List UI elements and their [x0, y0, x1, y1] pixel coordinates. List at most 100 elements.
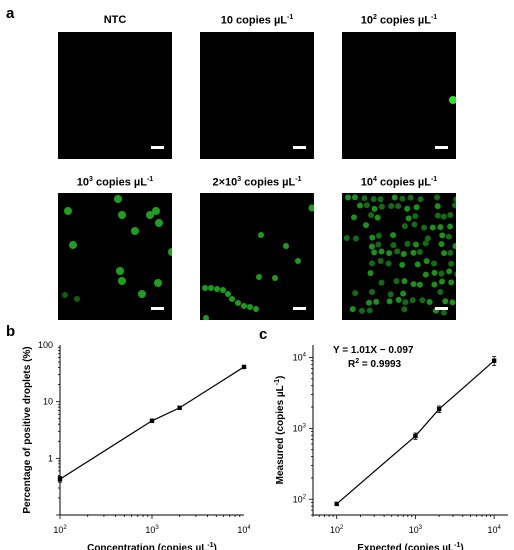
droplet: [423, 258, 430, 265]
data-point: [436, 406, 442, 412]
micrograph-title-text: 10 copies µL: [220, 14, 288, 27]
micrograph-title-sup: 4: [373, 176, 377, 183]
micrograph-title-text: NTC: [103, 14, 127, 26]
droplet-layer: [343, 194, 456, 316]
droplet-layer: [202, 204, 314, 320]
droplet: [220, 287, 226, 293]
droplet: [225, 291, 231, 297]
droplet: [241, 303, 247, 309]
droplet: [449, 96, 456, 104]
droplet: [422, 240, 429, 247]
scale-bar: [293, 146, 306, 149]
droplet: [431, 269, 438, 276]
micrograph-title-sup: -1: [146, 176, 154, 183]
droplet: [272, 275, 278, 281]
droplet: [412, 241, 419, 248]
y-tick-label: 103: [293, 423, 307, 433]
droplet: [448, 260, 455, 267]
droplet: [453, 196, 456, 203]
micrograph-2000: [200, 193, 314, 320]
micrograph-title-1000: 103 copies µL-1: [53, 176, 177, 189]
droplet: [449, 299, 456, 306]
micrograph-title-text: 2×10: [212, 176, 238, 189]
droplet: [375, 232, 382, 239]
micrograph-title-text: 10: [76, 176, 90, 189]
droplet: [422, 271, 429, 278]
x-tick-label: 103: [409, 525, 423, 535]
data-point: [413, 433, 418, 439]
droplet: [368, 243, 375, 250]
droplet: [378, 248, 385, 255]
micrograph-title-sup: -1: [287, 14, 294, 21]
y-tick-label: 1: [48, 453, 53, 463]
droplet: [399, 261, 406, 268]
droplet: [386, 298, 393, 305]
droplet: [377, 258, 384, 265]
data-point: [149, 418, 155, 423]
droplet: [62, 292, 68, 298]
droplet: [401, 223, 408, 230]
droplet-layer: [62, 195, 172, 302]
droplet: [345, 194, 351, 201]
droplet: [378, 203, 385, 210]
droplet: [256, 274, 262, 280]
droplet: [308, 204, 314, 212]
droplet: [402, 299, 409, 306]
droplet: [202, 285, 208, 291]
micrograph-title-text: 10: [360, 14, 374, 27]
droplet: [419, 297, 426, 304]
droplet: [390, 242, 397, 249]
droplet: [395, 203, 402, 210]
r-squared-label: R2 = 0.9993: [348, 358, 402, 370]
x-tick-label: 102: [330, 525, 344, 535]
droplet: [447, 223, 454, 230]
droplet: [295, 258, 301, 264]
micrograph-title-rest: copies µL: [241, 176, 296, 189]
droplet: [283, 243, 289, 249]
droplet: [366, 299, 372, 306]
droplet: [116, 267, 124, 275]
droplet: [413, 204, 420, 211]
data-point: [177, 405, 182, 410]
droplet: [351, 214, 357, 221]
droplet: [369, 288, 376, 295]
droplet: [437, 289, 444, 296]
droplet: [138, 290, 146, 298]
panel-label-b: b: [6, 323, 16, 340]
droplet: [404, 205, 411, 212]
droplet: [247, 304, 253, 310]
chart-c: 104 103 102 102 103 104 Expected (copies µL-1)…: [274, 345, 508, 550]
droplet: [386, 250, 393, 257]
micrograph-title-2000: 2×103 copies µL-1: [195, 176, 319, 189]
droplet: [363, 202, 370, 209]
micrograph-title-10: 10 copies µL-1: [195, 14, 319, 27]
droplet: [393, 278, 400, 285]
droplet: [416, 281, 423, 288]
droplet: [371, 249, 378, 256]
droplet: [391, 194, 398, 201]
scale-bar: [151, 307, 164, 310]
droplet: [400, 251, 407, 258]
droplet: [441, 250, 448, 257]
droplet: [416, 248, 423, 255]
data-point: [334, 501, 339, 507]
droplet: [401, 278, 408, 285]
droplet: [445, 233, 452, 240]
x-axis-label: Expected (copies µL-1): [357, 542, 463, 550]
micrograph-title-ntc: NTC: [53, 14, 177, 26]
droplet: [407, 194, 414, 201]
droplet: [214, 286, 220, 292]
droplet: [118, 211, 126, 219]
droplet: [421, 224, 428, 231]
droplet: [369, 260, 375, 267]
micrograph-1000: [58, 193, 172, 320]
droplet: [440, 309, 447, 316]
x-tick-label: 104: [487, 525, 501, 535]
droplet: [367, 270, 374, 277]
droplet: [343, 235, 350, 242]
data-point: [57, 476, 63, 482]
droplet: [208, 285, 214, 291]
y-axis-label: Percentage of positive droplets (%): [22, 346, 33, 513]
scale-bar: [293, 307, 306, 310]
